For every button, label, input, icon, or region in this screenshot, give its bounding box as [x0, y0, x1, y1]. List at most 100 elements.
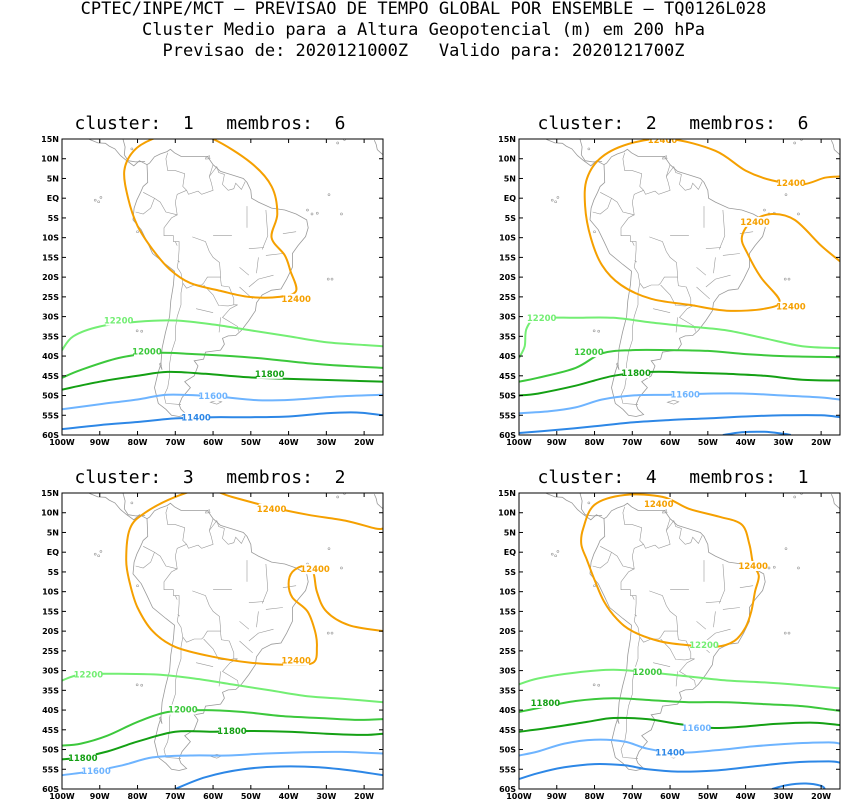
island — [99, 196, 103, 199]
contour-label-bg — [575, 347, 602, 358]
island — [315, 211, 319, 215]
lon-tick-label: 90W — [90, 438, 110, 447]
country-border — [256, 611, 259, 628]
south-america-coastline — [589, 502, 766, 771]
island — [805, 131, 807, 133]
lon-tick-label: 80W — [585, 792, 605, 801]
island — [587, 147, 591, 151]
contour-line — [519, 760, 840, 781]
lat-tick-label: 25S — [499, 293, 516, 302]
lat-tick-label: 30S — [42, 667, 59, 676]
island — [550, 552, 554, 556]
contour-label: 11400 — [655, 749, 685, 759]
figure-title: CPTEC/INPE/MCT — PREVISAO DE TEMPO GLOBA… — [80, 0, 767, 19]
island — [326, 631, 330, 635]
contour-label: 12400 — [738, 562, 768, 572]
contour-label: 11800 — [255, 370, 285, 380]
country-border — [633, 267, 678, 289]
country-border — [660, 633, 692, 661]
country-border — [256, 257, 259, 274]
island — [632, 241, 635, 246]
contour-label: 12400 — [776, 179, 806, 189]
lat-tick-label: 10N — [498, 155, 516, 164]
island — [787, 277, 791, 281]
lon-tick-label: 100W — [506, 792, 532, 801]
contour-line — [123, 139, 298, 299]
lat-tick-label: EQ — [47, 194, 59, 203]
lat-tick-label: 40S — [499, 706, 516, 715]
island — [787, 631, 791, 635]
island — [140, 683, 143, 687]
contour-label-bg — [740, 561, 767, 572]
island — [159, 362, 163, 371]
lat-tick-label: 20S — [499, 627, 516, 636]
contour-label: 12200 — [104, 317, 134, 327]
contour-label-bg — [691, 639, 718, 650]
country-border — [163, 637, 184, 759]
island — [597, 683, 600, 687]
island — [175, 595, 178, 600]
contour-label-bg — [623, 368, 650, 379]
lat-tick-label: 60S — [499, 785, 516, 794]
country-border — [261, 209, 269, 250]
contour-label-bg — [683, 722, 710, 733]
country-border — [265, 607, 283, 610]
lon-tick-label: 30W — [773, 438, 793, 447]
country-border — [705, 601, 722, 603]
country-border — [679, 658, 696, 686]
central-america-coastline — [579, 139, 603, 163]
country-border — [722, 607, 740, 610]
island — [336, 141, 339, 145]
contour-label-bg — [69, 753, 96, 764]
lon-tick-label: 40W — [279, 792, 299, 801]
lat-tick-label: 5S — [505, 214, 517, 223]
lat-tick-label: 25S — [42, 647, 59, 656]
country-border — [192, 590, 221, 634]
contour-label-bg — [183, 412, 210, 423]
lat-tick-label: 15S — [42, 607, 59, 616]
island — [592, 683, 596, 687]
contour-label: 11800 — [531, 699, 561, 709]
lat-tick-label: 40S — [499, 352, 516, 361]
country-border — [218, 317, 221, 333]
country-border — [722, 253, 740, 256]
country-border — [248, 247, 265, 249]
country-border — [622, 152, 671, 195]
island — [632, 595, 635, 600]
lon-tick-label: 20W — [354, 438, 374, 447]
island — [784, 547, 788, 550]
contour-line — [519, 370, 840, 397]
country-border — [600, 544, 644, 570]
island — [662, 155, 668, 160]
country-border — [196, 662, 214, 667]
lon-tick-label: 80W — [585, 438, 605, 447]
country-border — [620, 568, 637, 622]
country-border — [705, 628, 731, 642]
contour-line — [580, 493, 760, 649]
lat-tick-label: 45S — [42, 726, 59, 735]
contour-label: 12000 — [633, 668, 663, 678]
contour-line — [62, 370, 383, 391]
lat-tick-label: 15S — [499, 253, 516, 262]
lat-tick-label: 10S — [42, 234, 59, 243]
lat-tick-label: 5S — [48, 568, 60, 577]
contour-label-bg — [256, 368, 283, 379]
country-border — [653, 662, 671, 667]
lon-tick-label: 70W — [622, 438, 642, 447]
lon-tick-label: 50W — [698, 792, 718, 801]
africa-coastline — [830, 494, 840, 510]
contour-label-bg — [672, 389, 699, 400]
africa-coastline — [373, 494, 383, 510]
map-area: 12400 12400 12400 12200 12000 11800 11800 11600 — [62, 493, 383, 789]
central-america-coastline — [87, 493, 148, 521]
contour-line — [62, 411, 383, 431]
lat-tick-label: 5N — [504, 174, 516, 183]
island — [175, 241, 178, 246]
island — [93, 552, 97, 556]
central-america-coastline — [122, 139, 146, 163]
island — [93, 198, 97, 202]
lat-tick-label: 45S — [499, 726, 516, 735]
contour-label: 12000 — [574, 348, 604, 358]
contour-line — [519, 697, 840, 713]
country-border — [705, 247, 722, 249]
